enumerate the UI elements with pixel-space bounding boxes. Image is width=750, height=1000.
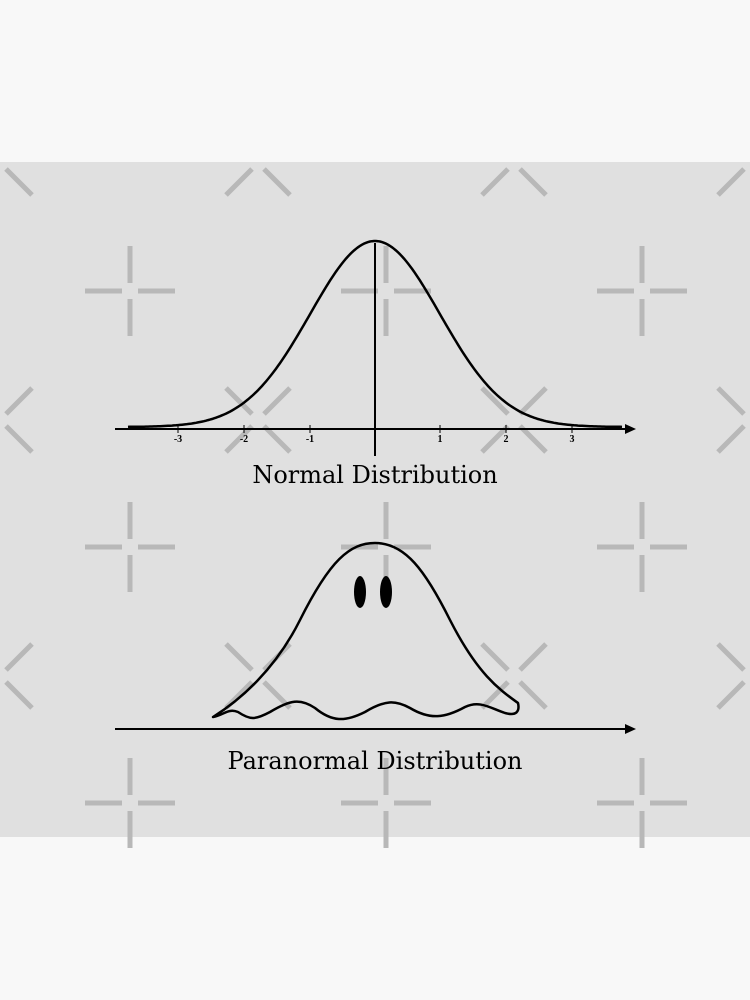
tick-label: 2 — [504, 434, 509, 445]
tick-label: 1 — [438, 434, 443, 445]
watermark-x — [480, 386, 548, 454]
watermark-x — [4, 642, 34, 710]
tick-label: 3 — [570, 434, 575, 445]
watermark — [4, 167, 746, 848]
watermark-chevron — [480, 167, 548, 197]
caption: Normal Distribution — [252, 461, 497, 489]
axis-arrow — [625, 424, 636, 434]
ghost — [211, 541, 520, 721]
watermark-x — [224, 386, 292, 454]
watermark-x — [4, 386, 34, 454]
tick-label: -3 — [174, 434, 182, 445]
tick-label: -1 — [306, 434, 314, 445]
axis-arrow — [625, 724, 636, 734]
watermark-chevron — [4, 167, 746, 197]
watermark-cross — [341, 246, 431, 336]
caption: Paranormal Distribution — [228, 747, 523, 775]
watermark-cross — [341, 758, 431, 848]
watermark-cross — [85, 758, 175, 848]
ghost-eye — [354, 576, 366, 608]
watermark-chevron — [224, 167, 292, 197]
bell-curve — [127, 239, 623, 429]
watermark-x — [480, 642, 548, 710]
watermark-cross — [85, 246, 175, 336]
watermark-cross — [597, 246, 687, 336]
ticks: -3 -2 -1 1 2 3 — [174, 425, 575, 445]
watermark-x — [716, 642, 746, 710]
watermark-cross — [597, 502, 687, 592]
watermark-cross — [85, 502, 175, 592]
tick-label: -2 — [240, 434, 248, 445]
watermark-x — [716, 386, 746, 454]
watermark-cross — [597, 758, 687, 848]
watermark-x — [224, 642, 292, 710]
ghost-eye — [380, 576, 392, 608]
